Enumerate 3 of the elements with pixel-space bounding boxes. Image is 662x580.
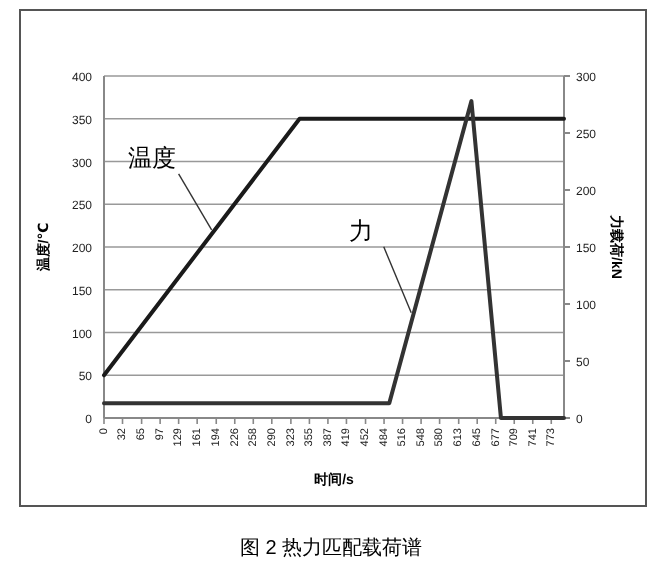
caption: 图 2 热力匹配载荷谱 xyxy=(239,536,423,560)
annotation: 温度 xyxy=(127,143,176,172)
annotation: 力 xyxy=(349,216,374,245)
